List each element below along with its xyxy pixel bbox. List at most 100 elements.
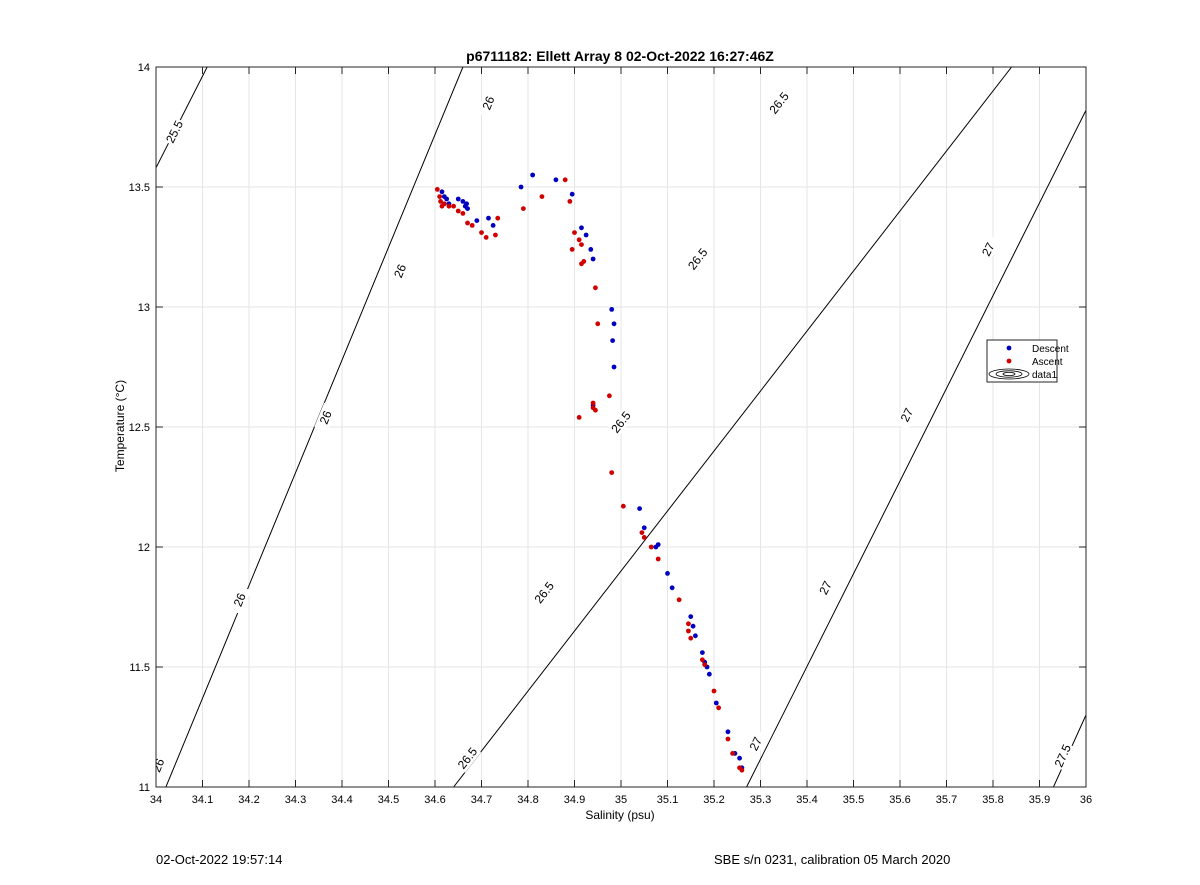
contour-label-mask: [976, 234, 1001, 265]
ascent-point: [437, 194, 443, 200]
descent-point: [713, 700, 719, 706]
y-tick-label: 11: [139, 782, 150, 794]
ascent-point: [576, 237, 582, 243]
descent-point: [583, 232, 589, 238]
contour-label-mask: [743, 729, 768, 759]
descent-point: [460, 199, 466, 204]
legend-label: data1: [1032, 370, 1057, 381]
descent-point: [590, 256, 596, 262]
legend-box: [986, 339, 1058, 383]
x-tick-label: 34.3: [285, 794, 306, 806]
ascent-point: [455, 208, 461, 214]
x-tick-label: 36: [1080, 794, 1092, 806]
ascent-point: [446, 203, 452, 209]
calibration-footer: SBE s/n 0231, calibration 05 March 2020: [714, 852, 951, 867]
contour-label: 26: [391, 262, 409, 280]
legend-marker: [1006, 345, 1012, 351]
x-tick-label: 34.1: [192, 794, 213, 806]
legend[interactable]: Descent Ascent data1: [986, 339, 1069, 383]
contour-label-mask: [477, 88, 500, 118]
descent-point: [474, 218, 480, 224]
descent-point: [610, 338, 616, 343]
legend-contour-icon: [1002, 371, 1016, 376]
contour-line: [165, 67, 464, 787]
contour-label: 27: [816, 578, 835, 596]
x-tick-label: 35.9: [1029, 794, 1050, 806]
descent-point: [588, 247, 594, 252]
ascent-point: [711, 688, 717, 694]
contour-label-mask: [228, 585, 252, 615]
axis-ticks: 34 34.1 34.2 34.3 34.4 34.5 34.6 34.7 34.8 34.9 35…: [129, 62, 1093, 806]
ascent-point: [483, 235, 489, 240]
timestamp-footer: 02-Oct-2022 19:57:14: [156, 852, 283, 867]
ascent-point: [567, 199, 573, 204]
ascent-point: [655, 556, 661, 562]
ascent-point: [739, 767, 745, 773]
descent-point: [444, 196, 450, 202]
x-axis-label: Salinity (psu): [585, 808, 654, 822]
y-tick-label: 12.5: [129, 422, 150, 434]
ascent-point: [676, 597, 682, 603]
descent-point: [439, 189, 445, 195]
ascent-point: [465, 220, 470, 226]
ascent-point: [686, 628, 691, 634]
contour-line: [156, 67, 208, 169]
density-contours: 25.5262626262626.526.526.526.526.5272727…: [149, 67, 1086, 787]
contour-26: 26 26 26 26 26: [149, 67, 500, 787]
x-tick-label: 35: [615, 794, 627, 806]
x-tick-label: 35.7: [936, 794, 957, 806]
descent-point: [465, 206, 470, 212]
contour-label: 27: [898, 406, 917, 424]
ascent-point: [479, 230, 484, 236]
ascent-point: [569, 247, 575, 252]
ascent-point: [686, 621, 691, 627]
contour-label-mask: [314, 402, 338, 433]
contour-label: 27: [979, 240, 998, 258]
y-tick-label: 12: [138, 542, 150, 554]
x-tick-label: 34.2: [238, 794, 259, 806]
contour-label-mask: [156, 750, 170, 781]
ascent-point: [725, 736, 731, 742]
contour-label: 26: [317, 408, 335, 426]
contour-26.5: 26.526.526.526.526.5: [453, 67, 1012, 787]
ascent-point: [539, 194, 545, 200]
ascent-point: [716, 705, 722, 711]
contour-label-mask: [162, 117, 187, 147]
ascent-point: [434, 187, 440, 192]
descent-point: [553, 177, 559, 183]
contour-label-mask: [530, 578, 558, 608]
x-tick-label: 34: [150, 794, 162, 806]
contour-label-mask: [765, 88, 793, 118]
descent-point: [665, 571, 670, 576]
descent-point: [641, 525, 647, 531]
ascent-point: [579, 242, 584, 248]
descent-point: [609, 307, 615, 312]
contour-label: 27: [747, 734, 766, 752]
descent-point: [737, 755, 742, 761]
x-tick-label: 34.8: [517, 794, 538, 806]
ascent-point: [593, 285, 598, 291]
x-tick-label: 34.4: [331, 794, 352, 806]
ascent-point: [469, 223, 475, 228]
descent-point: [706, 671, 712, 677]
contour-label-mask: [684, 244, 712, 274]
legend-contour-icon: [995, 370, 1023, 378]
series-ascent: [434, 177, 745, 773]
ascent-point: [460, 211, 466, 216]
x-tick-label: 34.9: [564, 794, 585, 806]
ascent-point: [572, 230, 577, 236]
contour-label: 26: [149, 756, 167, 774]
descent-point: [579, 225, 584, 231]
contour-line: [453, 67, 1012, 787]
descent-point: [490, 223, 496, 228]
ascent-point: [641, 535, 647, 540]
ascent-point: [590, 400, 596, 406]
descent-point: [611, 321, 617, 327]
descent-point: [725, 729, 731, 735]
ascent-point: [609, 470, 615, 475]
x-tick-label: 35.6: [889, 794, 910, 806]
y-axis-label: Temperature (°C): [113, 380, 127, 472]
contour-27: 27 27 27 27: [743, 109, 1086, 787]
data-points: [434, 172, 745, 773]
